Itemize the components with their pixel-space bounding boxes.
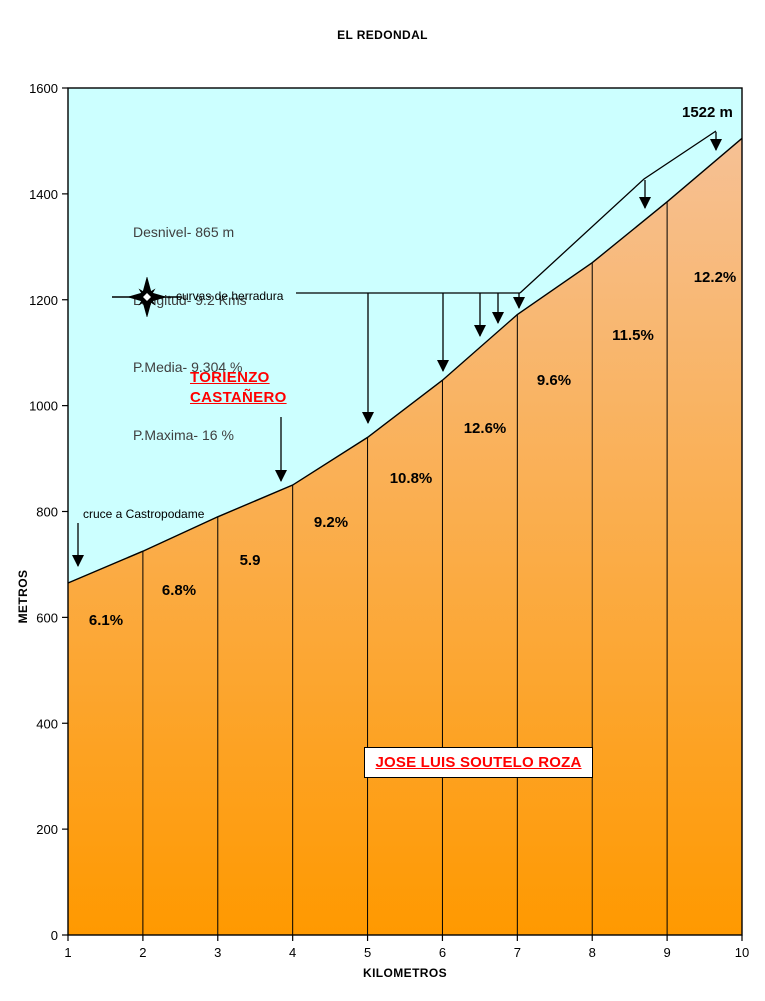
chart-title: EL REDONDAL	[337, 28, 428, 42]
stat-pmedia: P.Media- 9.304 %	[133, 359, 243, 375]
compass-rose-icon	[112, 277, 182, 317]
town-label-line2: CASTAÑERO	[190, 389, 287, 406]
junction-label: cruce a Castropodame	[83, 507, 205, 521]
x-tick-label: 2	[139, 945, 146, 960]
author-name: JOSE LUIS SOUTELO ROZA	[375, 754, 582, 771]
summit-altitude-label: 1522 m	[682, 104, 733, 121]
y-tick-label: 800	[36, 505, 58, 520]
x-tick-label: 10	[735, 945, 749, 960]
profile-line	[67, 137, 743, 584]
x-tick-label: 1	[64, 945, 71, 960]
grade-label: 11.5%	[612, 327, 654, 344]
x-tick-label: 7	[514, 945, 521, 960]
x-tick-label: 8	[589, 945, 596, 960]
y-axis-title: METROS	[16, 570, 30, 624]
y-tick-label: 1600	[29, 81, 58, 96]
grade-label: 5.9	[240, 552, 261, 569]
town-label-line1: TORIENZO	[190, 369, 270, 386]
y-tick-label: 400	[36, 716, 58, 731]
hairpins-label: curvas de herradura	[176, 289, 284, 303]
x-tick-label: 6	[439, 945, 446, 960]
stat-desnivel: Desnivel- 865 m	[133, 224, 235, 240]
y-tick-label: 0	[51, 928, 58, 943]
hairpin-connector-line	[519, 130, 717, 294]
y-tick-label: 600	[36, 610, 58, 625]
y-tick-label: 1200	[29, 293, 58, 308]
grade-label: 9.2%	[314, 514, 348, 531]
y-tick-label: 200	[36, 822, 58, 837]
elevation-area	[68, 138, 742, 935]
grade-label: 6.1%	[89, 612, 123, 629]
author-box: JOSE LUIS SOUTELO ROZA	[364, 747, 593, 778]
x-tick-label: 9	[663, 945, 670, 960]
grade-label: 9.6%	[537, 372, 571, 389]
grade-label: 10.8%	[390, 470, 433, 487]
x-tick-label: 3	[214, 945, 221, 960]
x-tick-label: 5	[364, 945, 371, 960]
x-tick-label: 4	[289, 945, 296, 960]
y-tick-label: 1000	[29, 399, 58, 414]
climb-stats: Desnivel- 865 m Longitud- 9.2 Kms P.Medi…	[133, 176, 247, 491]
x-axis-title: KILOMETROS	[363, 966, 447, 980]
grade-label: 12.2%	[694, 269, 737, 286]
stat-pmaxima: P.Maxima- 16 %	[133, 426, 234, 443]
grade-label: 12.6%	[464, 420, 507, 437]
y-tick-label: 1400	[29, 187, 58, 202]
grade-label: 6.8%	[162, 582, 196, 599]
town-label: TORIENZO CASTAÑERO	[190, 368, 287, 408]
